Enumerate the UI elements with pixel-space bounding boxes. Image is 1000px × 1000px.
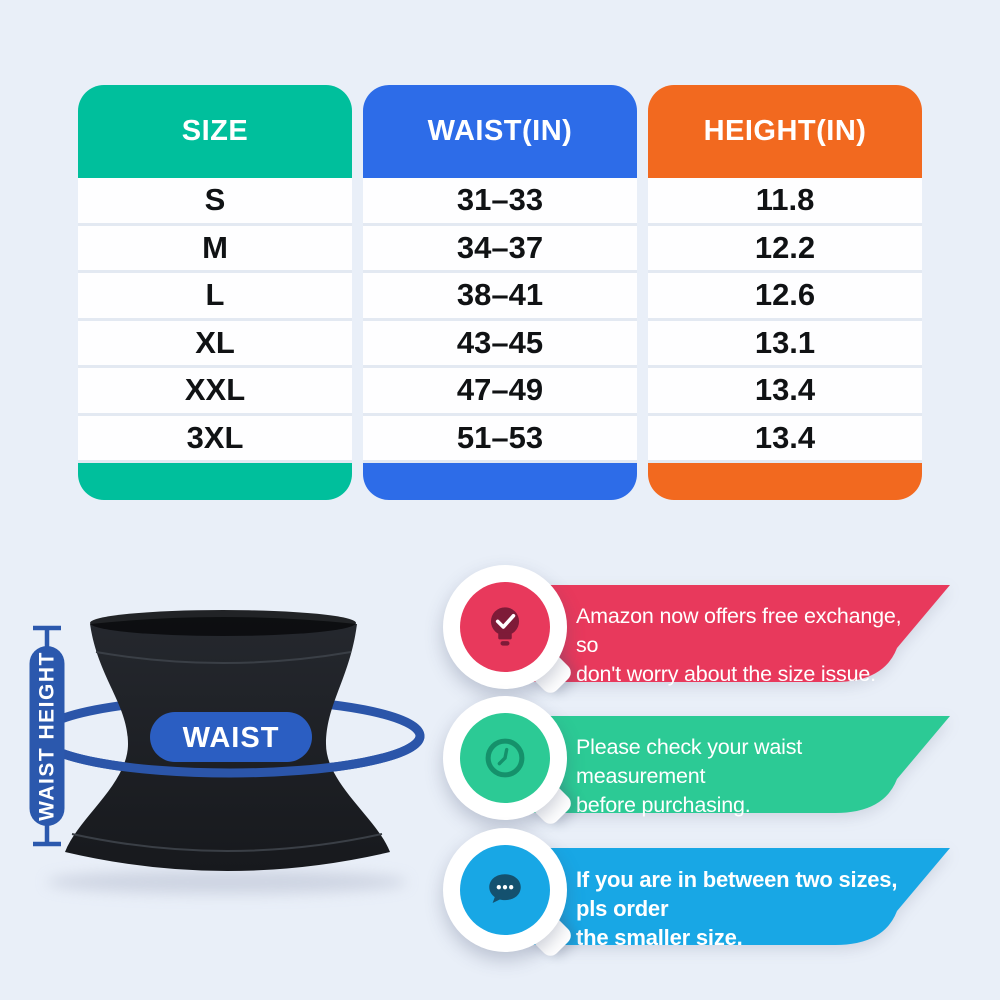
lightbulb-check-icon: [460, 582, 550, 672]
waist-column-footer: [363, 463, 637, 500]
size-table: SIZE S M L XL XXL 3XL WAIST(IN) 31–33 34…: [78, 85, 922, 500]
callout-banner: Please check your waist measurement befo…: [530, 716, 950, 817]
waist-trainer-diagram: WAIST WAIST HEIGHT: [10, 586, 460, 922]
callout-text: Amazon now offers free exchange, so don'…: [576, 604, 902, 686]
height-cell: 12.6: [648, 273, 922, 321]
banner-shape: [530, 585, 950, 682]
size-cell: XL: [78, 320, 352, 368]
height-cell: 13.1: [648, 320, 922, 368]
callout-between-sizes: If you are in between two sizes, pls ord…: [443, 826, 983, 960]
callout-check-measurement: Please check your waist measurement befo…: [443, 694, 983, 828]
trainer-shadow: [47, 870, 407, 894]
stitch-line-bottom: [71, 833, 383, 852]
height-cell: 13.4: [648, 415, 922, 463]
size-cell: M: [78, 225, 352, 273]
size-cell: L: [78, 273, 352, 321]
waist-height-pill: [29, 646, 65, 826]
callout-text: If you are in between two sizes, pls ord…: [576, 867, 898, 950]
waist-cell: 47–49: [363, 368, 637, 416]
size-column-footer: [78, 463, 352, 500]
callout-badge: [443, 828, 575, 960]
height-cell: 13.4: [648, 368, 922, 416]
banner-shape: [530, 848, 950, 945]
waist-cell: 51–53: [363, 415, 637, 463]
callout-text: Please check your waist measurement befo…: [576, 735, 803, 817]
height-cell: 12.2: [648, 225, 922, 273]
waist-cell: 38–41: [363, 273, 637, 321]
size-cell: 3XL: [78, 415, 352, 463]
waist-label-pill: [150, 712, 312, 762]
size-cell: S: [78, 178, 352, 226]
waist-label: WAIST: [183, 722, 280, 754]
callout-banner: If you are in between two sizes, pls ord…: [530, 848, 950, 950]
clock-icon: [460, 713, 550, 803]
banner-shape: [530, 716, 950, 813]
callout-notes: Amazon now offers free exchange, so don'…: [443, 563, 983, 963]
callout-badge: [443, 565, 575, 697]
height-column: HEIGHT(IN) 11.8 12.2 12.6 13.1 13.4 13.4: [648, 85, 922, 500]
size-column: SIZE S M L XL XXL 3XL: [78, 85, 352, 500]
waist-cell: 43–45: [363, 320, 637, 368]
height-cell: 11.8: [648, 178, 922, 226]
trainer-top-opening: [90, 610, 356, 636]
waist-trainer-illustration: WAIST WAIST HEIGHT: [29, 610, 425, 894]
stitch-line-top: [95, 651, 352, 664]
waist-column: WAIST(IN) 31–33 34–37 38–41 43–45 47–49 …: [363, 85, 637, 500]
size-cell: XXL: [78, 368, 352, 416]
callout-badge: [443, 696, 575, 828]
chat-dots-icon: [460, 845, 550, 935]
waist-height-indicator: WAIST HEIGHT: [29, 625, 65, 847]
callout-banner: Amazon now offers free exchange, so don'…: [530, 585, 950, 686]
waist-height-label: WAIST HEIGHT: [36, 651, 59, 821]
callout-free-exchange: Amazon now offers free exchange, so don'…: [443, 563, 983, 697]
height-column-header: HEIGHT(IN): [648, 85, 922, 178]
waist-column-header: WAIST(IN): [363, 85, 637, 178]
waist-cell: 31–33: [363, 178, 637, 226]
waist-cell: 34–37: [363, 225, 637, 273]
size-column-header: SIZE: [78, 85, 352, 178]
height-column-footer: [648, 463, 922, 500]
